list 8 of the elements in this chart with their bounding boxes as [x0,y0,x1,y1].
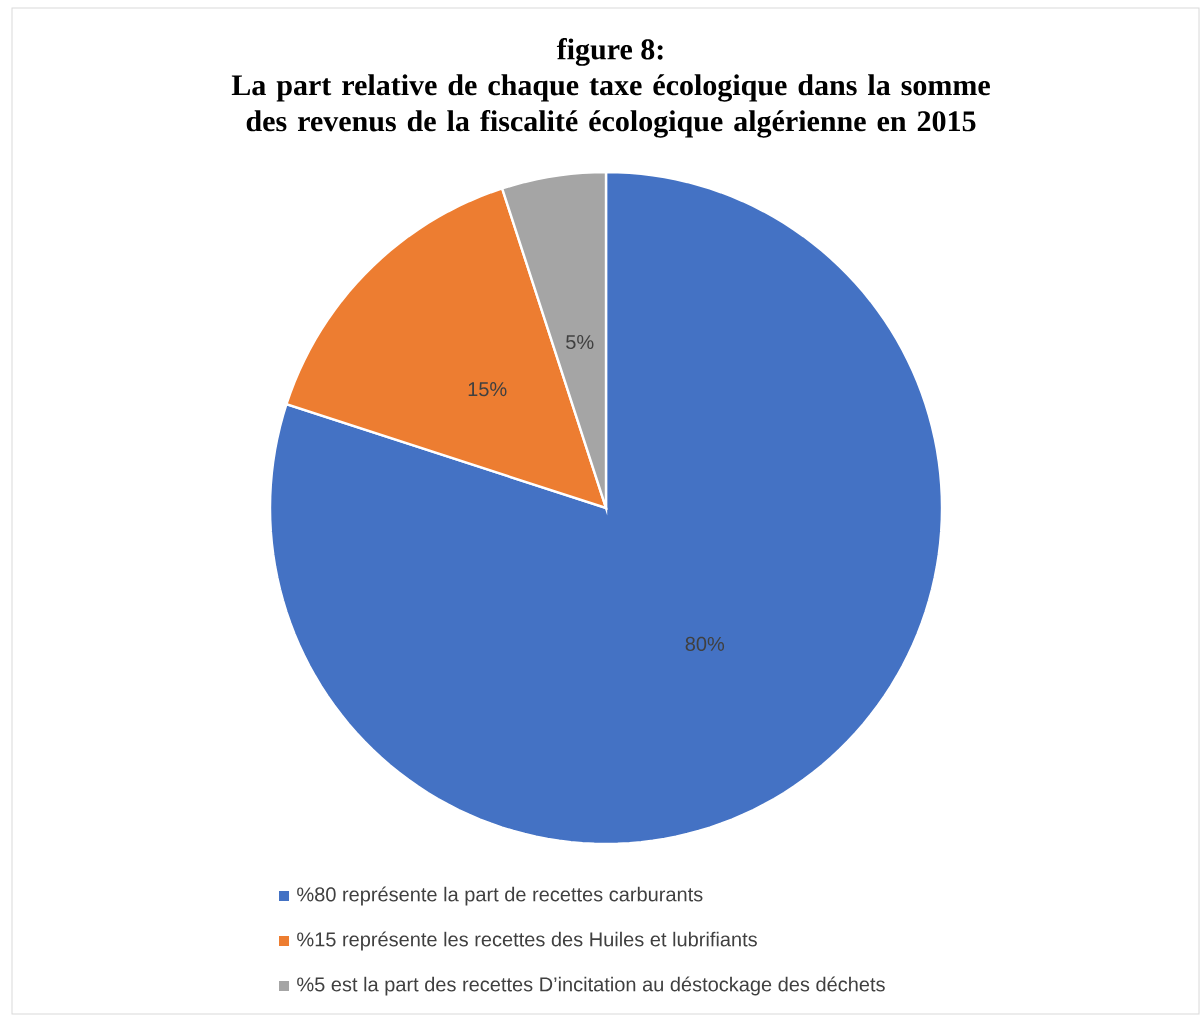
legend-label: %15 représente les recettes des Huiles et lubrifiants [297,931,757,951]
chart-subtitle: La part relative de chaque taxe écologique dans la somme des revenus de la fiscalité écologique algérienne en 2015 [231,74,990,138]
data-label: 5% [566,335,594,350]
data-label: 15% [468,382,507,397]
legend-label: %5 est la part des recettes D’incitation au déstockage des déchets [297,976,885,996]
legend-label: %80 représente la part de recettes carburants [297,886,703,906]
data-label: 80% [685,636,725,651]
chart-title: figure 8: [556,38,663,66]
